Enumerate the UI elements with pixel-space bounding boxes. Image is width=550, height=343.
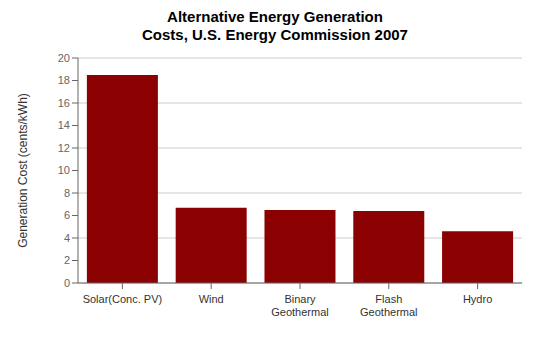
svg-text:8: 8 (64, 187, 70, 199)
svg-text:BinaryGeothermal: BinaryGeothermal (271, 293, 328, 318)
svg-text:20: 20 (58, 52, 70, 64)
svg-text:18: 18 (58, 74, 70, 86)
svg-text:16: 16 (58, 97, 70, 109)
svg-text:Solar(Conc. PV): Solar(Conc. PV) (83, 293, 162, 305)
svg-text:6: 6 (64, 209, 70, 221)
html-text:Alternative Energy Generation: Alternative Energy Generation Costs, U.S… (142, 8, 408, 43)
svg-text:4: 4 (64, 232, 70, 244)
svg-text:Hydro: Hydro (463, 293, 492, 305)
svg-text:12: 12 (58, 142, 70, 154)
svg-text:10: 10 (58, 164, 70, 176)
svg-text:14: 14 (58, 119, 70, 131)
svg-text:Generation Cost (cents/kWh): Generation Cost (cents/kWh) (16, 93, 30, 248)
svg-text:FlashGeothermal: FlashGeothermal (360, 293, 417, 318)
svg-text:0: 0 (64, 277, 70, 289)
svg-text:Wind: Wind (199, 293, 224, 305)
svg-text:2: 2 (64, 254, 70, 266)
